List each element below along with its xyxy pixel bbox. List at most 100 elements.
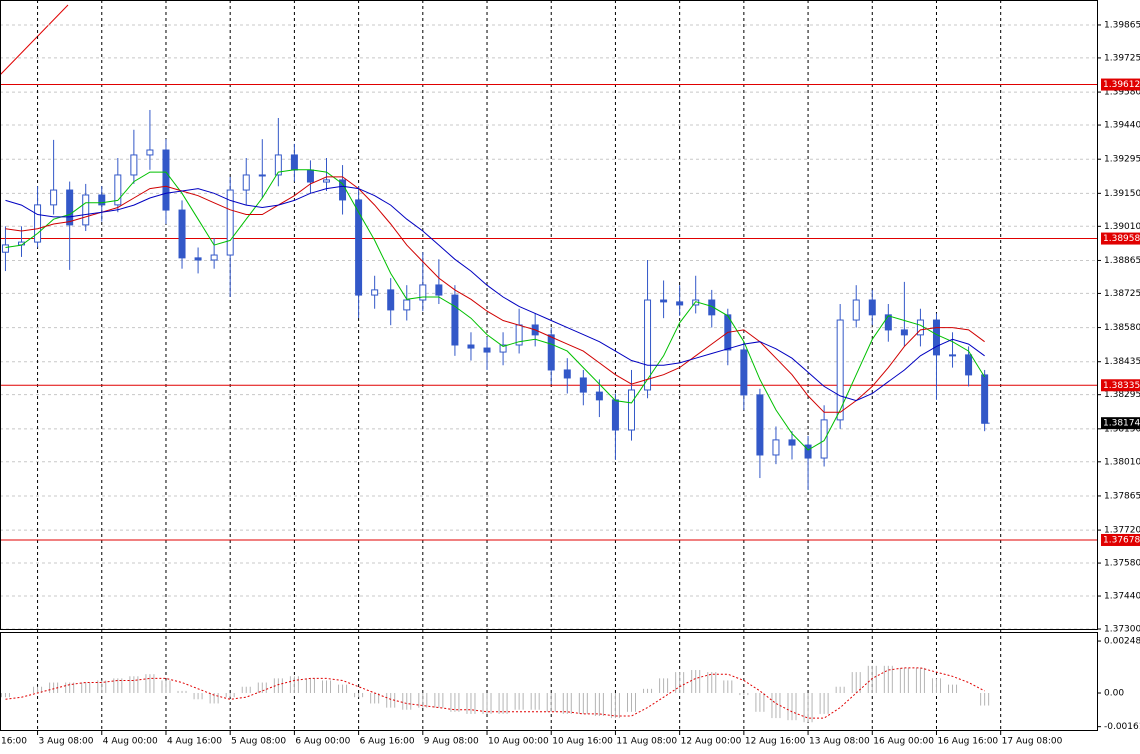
candle-body	[900, 329, 908, 336]
candle-body	[595, 391, 603, 401]
signal-line	[5, 667, 985, 719]
x-tick-label: 4 Aug 00:00	[103, 737, 158, 747]
candle-body	[242, 174, 250, 191]
candle-body	[274, 154, 282, 176]
level-label: 1.37678	[1103, 535, 1140, 545]
y-tick-label: 0.002485	[1104, 637, 1140, 647]
candle-body	[34, 204, 42, 243]
candle-body	[804, 444, 812, 459]
candle-body	[708, 299, 716, 316]
candle-body	[644, 299, 652, 391]
candle-body	[290, 154, 298, 171]
candle-body	[820, 419, 828, 459]
candle-body	[676, 301, 684, 306]
candle-body	[579, 377, 587, 393]
candle-body	[740, 349, 748, 396]
x-tick-label: 12 Aug 16:00	[745, 737, 806, 747]
moving-average	[5, 176, 985, 413]
level-tag	[1101, 78, 1140, 91]
x-tick-label: 3 Aug 08:00	[39, 737, 94, 747]
candle-body	[788, 439, 796, 446]
x-tick-label: 16:00	[1, 737, 27, 747]
y-tick-label: 1.38580	[1104, 323, 1140, 333]
candle-body	[483, 347, 491, 353]
candle-body	[130, 154, 138, 176]
candle-body	[146, 149, 154, 156]
candle-body	[868, 299, 876, 316]
candle-body	[852, 299, 860, 321]
x-tick-label: 6 Aug 16:00	[360, 737, 415, 747]
y-tick-label: 1.37300	[1104, 625, 1140, 635]
y-tick-label: -0.00161	[1104, 722, 1140, 732]
x-tick-label: 16 Aug 16:00	[937, 737, 998, 747]
candle-body	[178, 209, 186, 259]
candle-body	[114, 174, 122, 206]
x-tick-label: 10 Aug 16:00	[552, 737, 613, 747]
candle-body	[322, 179, 330, 183]
moving-average	[5, 185, 985, 402]
y-tick-label: 1.39150	[1104, 189, 1140, 199]
candle-body	[467, 344, 475, 349]
y-tick-label: 1.39580	[1104, 88, 1140, 98]
candle-body	[194, 257, 202, 261]
candle-body	[563, 369, 571, 379]
candle-body	[1, 244, 9, 253]
y-tick-label: 1.39725	[1104, 53, 1140, 63]
last-price-tag	[1101, 417, 1140, 430]
candle-body	[210, 254, 218, 261]
y-tick-label: 1.39010	[1104, 222, 1140, 232]
x-tick-label: 4 Aug 16:00	[167, 737, 222, 747]
moving-average	[5, 169, 986, 451]
candle-body	[981, 374, 989, 424]
x-tick-label: 6 Aug 00:00	[295, 737, 350, 747]
level-tag	[1101, 379, 1140, 392]
level-label: 1.38335	[1103, 381, 1140, 391]
x-tick-label: 17 Aug 08:00	[1002, 737, 1063, 747]
candle-body	[50, 189, 58, 206]
y-tick-label: 1.37720	[1104, 526, 1140, 536]
candle-body	[258, 174, 266, 177]
candle-body	[355, 199, 363, 296]
candle-body	[387, 289, 395, 311]
candle-body	[98, 194, 106, 206]
candle-body	[371, 289, 379, 296]
candle-body	[772, 439, 780, 456]
candle-body	[435, 284, 443, 296]
level-label: 1.38958	[1103, 234, 1140, 244]
candle-body	[627, 389, 635, 431]
level-label: 1.39612	[1103, 80, 1140, 90]
x-tick-label: 12 Aug 00:00	[681, 737, 742, 747]
candle-body	[547, 334, 555, 371]
candle-body	[403, 299, 411, 311]
candle-body	[965, 354, 973, 376]
y-tick-label: 1.38295	[1104, 390, 1140, 400]
y-tick-label: 1.37440	[1104, 592, 1140, 602]
candle-body	[611, 399, 619, 431]
candle-body	[82, 194, 90, 226]
y-tick-label: 0.00	[1104, 688, 1124, 698]
y-tick-label: 1.38865	[1104, 256, 1140, 266]
candle-body	[419, 284, 427, 301]
y-tick-label: 1.37580	[1104, 559, 1140, 569]
y-tick-label: 1.38010	[1104, 457, 1140, 467]
level-tag	[1101, 533, 1140, 546]
level-tag	[1101, 232, 1140, 245]
y-tick-label: 1.37865	[1104, 491, 1140, 501]
candle-body	[836, 319, 844, 421]
x-tick-label: 5 Aug 08:00	[231, 737, 286, 747]
x-tick-label: 16 Aug 00:00	[873, 737, 934, 747]
candle-body	[949, 354, 957, 357]
x-tick-label: 10 Aug 00:00	[488, 737, 549, 747]
oscillator-panel-frame	[0, 632, 1098, 731]
candle-body	[162, 149, 170, 211]
candle-body	[932, 319, 940, 356]
y-tick-label: 1.38725	[1104, 289, 1140, 299]
candle-body	[306, 169, 314, 183]
y-tick-label: 1.38150	[1104, 424, 1140, 434]
y-tick-label: 1.39440	[1104, 121, 1140, 131]
x-tick-label: 9 Aug 08:00	[424, 737, 479, 747]
last-price-label: 1.38174	[1103, 419, 1140, 429]
candle-body	[226, 189, 234, 256]
y-tick-label: 1.39865	[1104, 20, 1140, 30]
